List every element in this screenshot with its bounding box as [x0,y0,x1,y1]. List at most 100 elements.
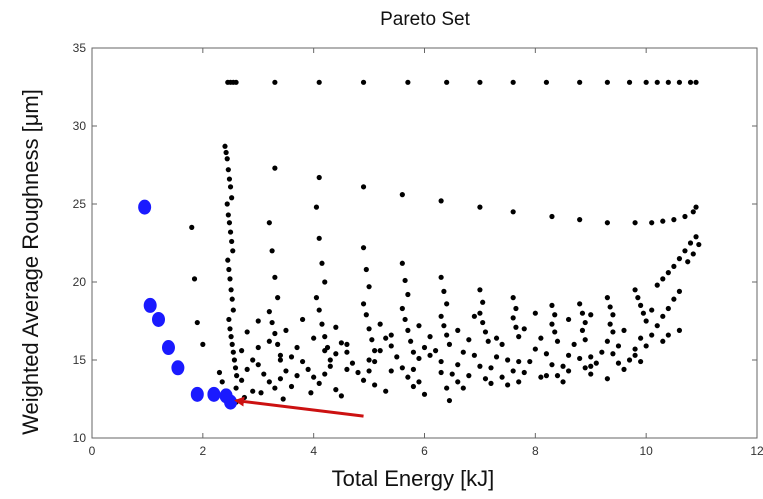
dominated-point [582,365,588,371]
dominated-point [676,327,683,333]
dominated-point [399,260,405,266]
dominated-point [224,156,230,162]
dominated-point [532,346,538,352]
dominated-point [577,217,583,223]
dominated-point [316,380,322,386]
dominated-point [480,319,486,326]
dominated-point [322,371,328,377]
dominated-point [438,198,444,204]
dominated-point [660,313,666,319]
dominated-point [383,388,389,394]
dominated-point [319,321,325,327]
dominated-point [272,330,278,337]
dominated-point [649,307,655,313]
dominated-point [505,382,511,388]
dominated-point [477,310,483,316]
pareto-point [171,360,185,376]
dominated-point [579,310,586,316]
dominated-point [299,358,306,365]
axis-ticks: 0 2 4 6 8 10 12 10 15 20 25 30 35 [73,41,763,458]
pareto-point [138,199,152,215]
dominated-point [405,327,411,333]
dominated-point [333,324,339,330]
dominated-point [626,79,633,85]
dominated-point [266,309,272,315]
dominated-point [388,368,394,374]
dominated-point [344,349,350,355]
dominated-point [239,377,245,383]
dominated-point [615,360,622,366]
dominated-point [538,335,544,341]
dominated-point [410,349,417,355]
dominated-point [649,220,655,226]
dominated-point [654,79,660,85]
dominated-point [234,373,240,379]
dominated-point [226,266,232,273]
dominated-point [421,344,428,351]
dominated-point [226,316,232,323]
dominated-point [366,326,372,332]
dominated-point [228,334,234,340]
dominated-point [482,329,489,335]
dominated-point [308,390,314,396]
dominated-point [327,357,333,363]
dominated-point [660,218,666,224]
dominated-point [327,363,333,369]
dominated-point [316,174,322,181]
dominated-point [682,248,688,254]
dominated-point [266,379,272,385]
dominated-point [543,79,550,85]
dominated-point [311,335,317,341]
dominated-point [621,327,627,333]
dominated-point [338,340,344,346]
dominated-point [676,256,683,262]
dominated-point [549,362,555,368]
dominated-point [485,338,491,344]
dominated-point [269,248,275,254]
dominated-point [227,276,233,282]
dominated-point [582,319,588,326]
dominated-point [438,313,444,319]
dominated-point [565,316,572,323]
dominated-point [266,338,272,344]
dominated-point [696,241,702,248]
dominated-point [438,369,444,376]
dominated-point [239,348,245,354]
dominated-point [444,332,450,338]
dominated-point [676,79,683,85]
dominated-point [223,149,229,156]
pareto-point [207,386,221,402]
dominated-point [687,79,694,85]
dominated-point [283,368,289,374]
x-axis-label: Total Energy [kJ] [332,466,495,491]
dominated-point [277,376,284,382]
dominated-point [444,79,450,85]
dominated-point [638,335,644,341]
dominated-point [588,312,594,318]
dominated-point [643,318,649,324]
dominated-point [671,296,677,302]
dominated-point [466,337,472,343]
dominated-point [510,315,516,321]
annotations [234,396,364,418]
dominated-point [638,358,644,365]
dominated-point [316,307,322,313]
dominated-point [549,321,555,327]
dominated-point [230,248,236,254]
dominated-point [488,365,494,371]
dominated-point [510,295,516,301]
dominated-point [360,184,367,190]
dominated-point [499,374,505,380]
dominated-point [687,240,694,246]
dominated-point [690,251,696,257]
dominated-point [363,266,369,273]
dominated-point [416,379,422,385]
dominated-point [388,343,394,349]
dominated-point [444,301,450,307]
dominated-point [577,301,583,307]
dominated-point [372,358,378,365]
dominated-point [552,312,558,318]
dominated-point [593,360,599,366]
dominated-point [272,274,278,280]
dominated-point [288,383,295,390]
